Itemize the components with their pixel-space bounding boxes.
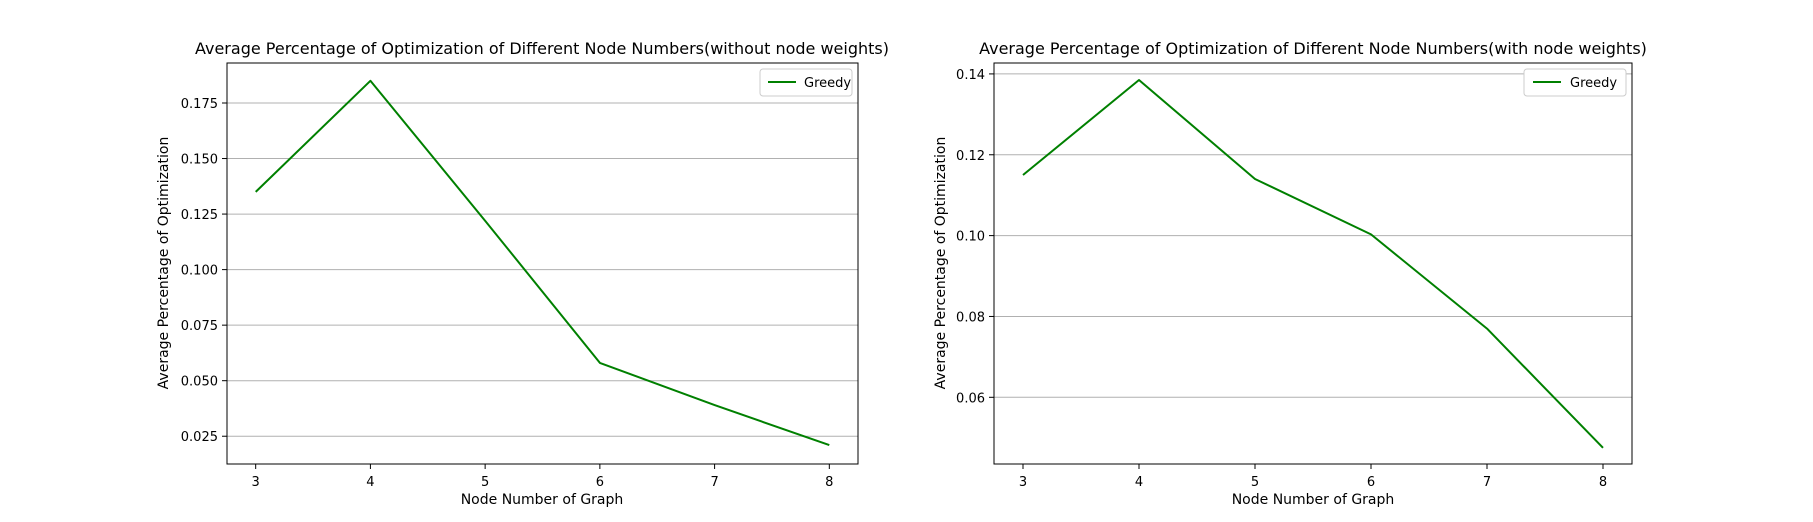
x-axis-label: Node Number of Graph [461,492,624,508]
x-tick-label: 6 [596,475,604,490]
legend-box [759,68,853,97]
series-group [1022,79,1604,449]
y-tick-label: 0.100 [181,264,218,279]
legend-label: Greedy [804,76,851,91]
y-tick-label: 0.175 [181,97,218,112]
legend-box [1523,68,1627,97]
y-axis-ticks: 0.06 0.08 0.10 0.12 0.14 [956,68,994,406]
legend: Greedy [759,68,853,97]
x-tick-label: 8 [1599,475,1607,490]
y-tick-label: 0.12 [956,149,985,164]
y-tick-label: 0.06 [956,391,985,406]
x-tick-label: 4 [366,475,374,490]
chart-with-node-weights: Average Percentage of Optimization of Di… [933,39,1647,508]
plot-frame [226,62,859,465]
grid-lines [227,102,858,437]
x-tick-label: 8 [825,475,833,490]
x-tick-label: 5 [1251,475,1259,490]
y-tick-label: 0.050 [181,375,218,390]
x-axis-ticks: 3 4 5 6 7 8 [252,464,833,490]
x-tick-label: 4 [1135,475,1143,490]
legend: Greedy [1523,68,1627,97]
y-tick-label: 0.14 [956,68,985,83]
x-tick-label: 5 [481,475,489,490]
series-line-greedy [255,79,830,447]
y-tick-label: 0.10 [956,230,985,245]
y-axis-label: Average Percentage of Optimization [156,137,172,390]
y-tick-label: 0.08 [956,310,985,325]
series-line-greedy [1022,79,1604,449]
y-axis-label: Average Percentage of Optimization [933,137,949,390]
chart-title: Average Percentage of Optimization of Di… [979,39,1647,58]
y-tick-label: 0.150 [181,153,218,168]
series-group [255,79,830,447]
x-tick-label: 3 [252,475,260,490]
y-axis-ticks: 0.025 0.050 0.075 0.100 0.125 0.150 0.175 [181,97,227,445]
y-tick-label: 0.075 [181,319,218,334]
chart-without-node-weights: Average Percentage of Optimization of Di… [156,39,889,508]
x-tick-label: 6 [1367,475,1375,490]
x-tick-label: 7 [1483,475,1491,490]
y-tick-label: 0.025 [181,430,218,445]
y-tick-label: 0.125 [181,208,218,223]
x-tick-label: 7 [710,475,718,490]
chart-title: Average Percentage of Optimization of Di… [195,39,889,58]
x-tick-label: 3 [1019,475,1027,490]
legend-label: Greedy [1570,76,1617,91]
plot-frame [993,62,1633,465]
x-axis-ticks: 3 4 5 6 7 8 [1019,464,1607,490]
x-axis-label: Node Number of Graph [1232,492,1395,508]
